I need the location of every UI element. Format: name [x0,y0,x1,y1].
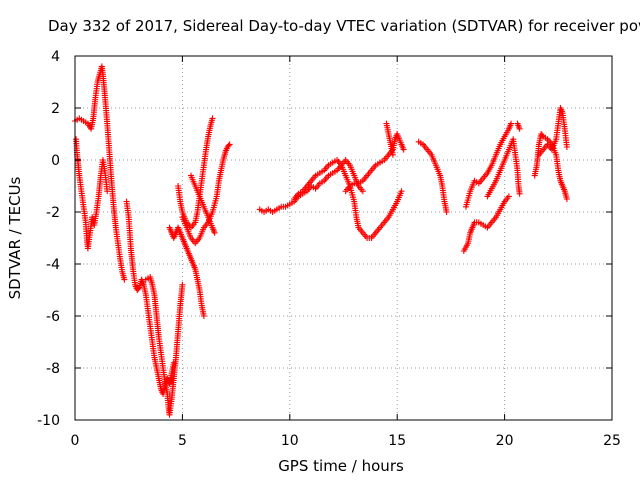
data-point [443,209,450,215]
y-tick-label: -10 [37,413,60,429]
data-point [209,115,216,122]
plot-frame [74,55,613,421]
x-tick-label: 0 [71,433,80,449]
data-point [179,281,186,288]
y-tick-label: -8 [46,361,60,377]
tick-labels: 0 5 10 15 20 25 -10 -8 -6 -4 -2 0 2 4 [37,49,621,449]
data-point [400,146,407,153]
x-tick-label: 25 [603,433,621,449]
data-point [539,132,546,139]
data-point [104,188,111,195]
data-points [72,63,570,418]
x-axis-label: GPS time / hours [278,457,404,475]
x-tick-label: 20 [496,433,514,449]
y-tick-label: -2 [46,205,60,221]
data-point [508,120,515,127]
data-point [121,276,128,283]
chart-title: Day 332 of 2017, Sidereal Day-to-day VTE… [48,17,640,35]
y-tick-label: -4 [46,257,60,273]
y-tick-label: 0 [51,153,60,169]
y-tick-label: 2 [51,101,60,117]
axis-ticks [74,55,613,421]
data-point [211,229,218,236]
x-tick-label: 10 [281,433,299,449]
grid-layer [75,56,612,420]
data-point [516,190,523,197]
x-tick-label: 5 [178,433,187,449]
data-point [516,125,523,132]
x-tick-label: 15 [388,433,406,449]
data-point [563,144,570,150]
data-point [505,193,512,200]
data-point [389,151,396,158]
data-point [225,142,232,149]
y-tick-label: 4 [51,49,60,65]
y-tick-label: -6 [46,309,60,325]
data-point [226,141,233,148]
data-point [200,313,207,319]
data-point [135,285,142,292]
data-point [359,188,366,195]
data-point [398,188,405,195]
data-point [563,196,570,202]
y-axis-label: SDTVAR / TECUs [6,176,24,299]
